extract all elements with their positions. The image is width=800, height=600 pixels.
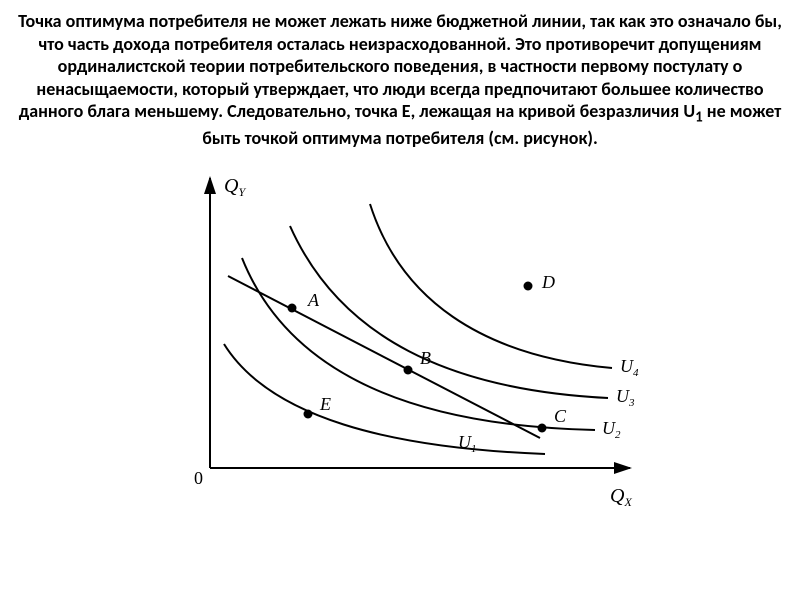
svg-text:B: B — [420, 348, 431, 368]
svg-text:QY: QY — [224, 175, 246, 199]
svg-text:E: E — [319, 394, 331, 414]
svg-text:C: C — [554, 406, 567, 426]
svg-text:U3: U3 — [616, 386, 635, 409]
paragraph-sub: 1 — [695, 109, 703, 127]
svg-text:A: A — [307, 290, 320, 310]
svg-text:QX: QX — [610, 485, 632, 509]
explanation-paragraph: Точка оптимума потребителя не может лежа… — [10, 0, 790, 158]
svg-text:D: D — [541, 272, 555, 292]
svg-text:U4: U4 — [620, 356, 639, 379]
indifference-chart: QY QX 0 U1 U2 U3 U4 A B C D E — [140, 158, 660, 518]
svg-text:U1: U1 — [458, 432, 477, 455]
svg-text:0: 0 — [194, 468, 203, 488]
svg-text:U2: U2 — [602, 418, 621, 441]
paragraph-pre: Точка оптимума потребителя не может лежа… — [18, 10, 782, 122]
